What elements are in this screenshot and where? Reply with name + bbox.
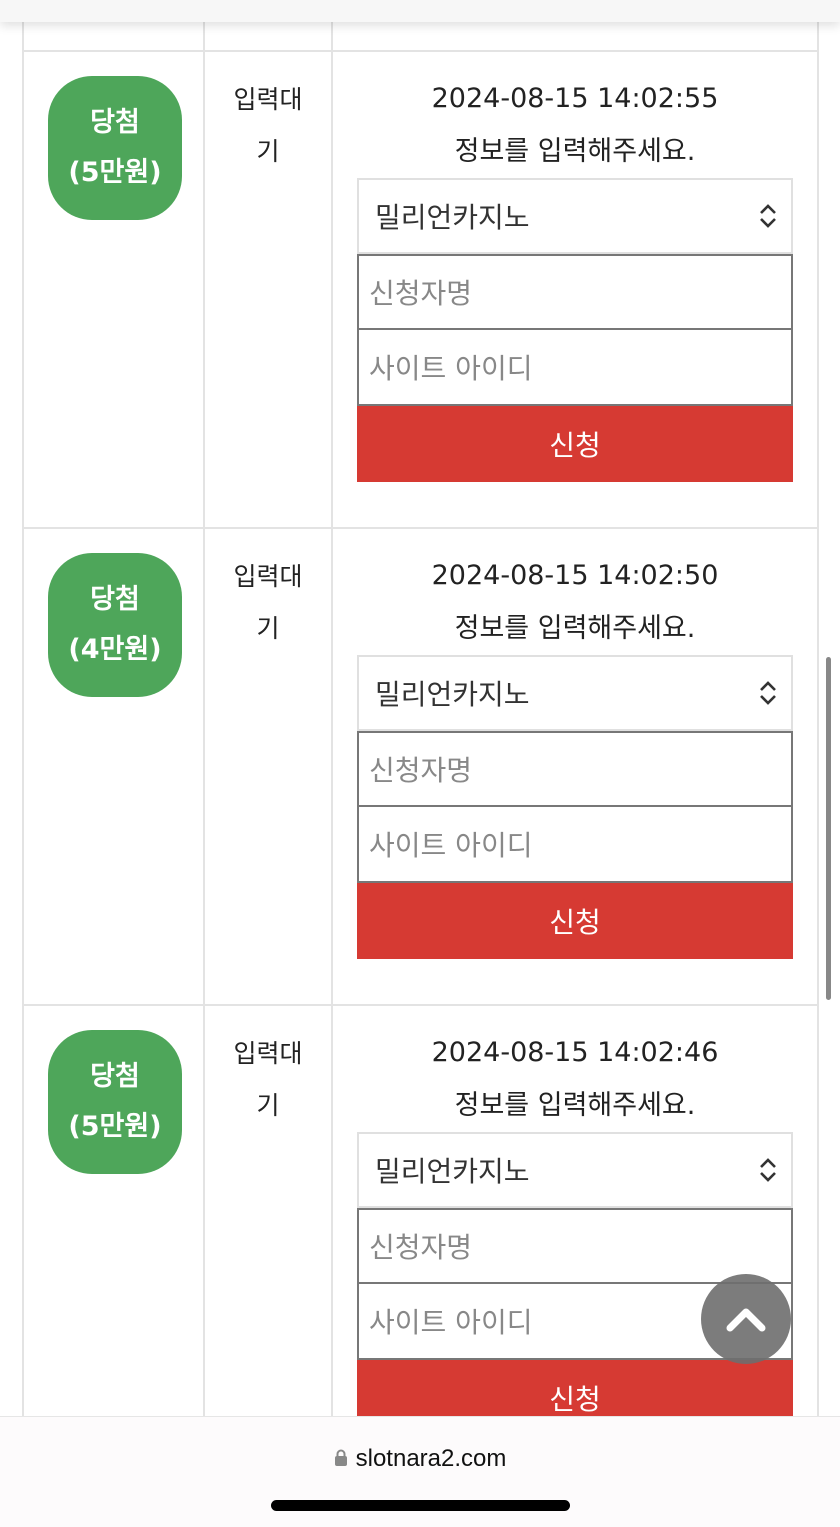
badge-title: 당첨	[90, 584, 140, 615]
scrollbar[interactable]	[826, 657, 831, 1000]
status-text: 입력대기	[233, 85, 303, 166]
site-id-placeholder: 사이트 아이디	[369, 1306, 533, 1339]
lock-icon	[334, 1449, 347, 1466]
site-id-input[interactable]: 사이트 아이디	[357, 330, 793, 406]
submit-button[interactable]: 신청	[357, 883, 793, 959]
applicant-name-placeholder: 신청자명	[369, 754, 473, 787]
date-text: 2024-08-15 14:02:46	[431, 1037, 719, 1068]
applicant-name-placeholder: 신청자명	[369, 277, 473, 310]
chevron-up-down-icon	[760, 1158, 776, 1182]
win-badge: 당첨 (5만원)	[48, 76, 182, 220]
form-cell	[333, 0, 819, 50]
result-cell: 당첨 (4만원)	[22, 529, 205, 1004]
chevron-up-icon	[726, 1308, 766, 1332]
site-select[interactable]: 밀리언카지노	[357, 178, 793, 254]
submit-button[interactable]: 신청	[357, 406, 793, 482]
site-select[interactable]: 밀리언카지노	[357, 1132, 793, 1208]
status-cell: 입력대기	[205, 52, 333, 527]
badge-amount: (5만원)	[68, 1111, 162, 1142]
chevron-up-down-icon	[760, 681, 776, 705]
url-text: slotnara2.com	[355, 1445, 507, 1472]
message-text: 정보를 입력해주세요.	[454, 136, 696, 167]
address-bar[interactable]: slotnara2.com	[0, 1445, 840, 1473]
table-row: 당첨 (4만원) 입력대기 2024-08-15 14:02:50 정보를 입력해…	[22, 529, 819, 1006]
site-id-input[interactable]: 사이트 아이디	[357, 1284, 793, 1360]
scroll-to-top-button[interactable]	[701, 1274, 791, 1364]
applicant-name-input[interactable]: 신청자명	[357, 731, 793, 807]
site-id-placeholder: 사이트 아이디	[369, 829, 533, 862]
site-id-placeholder: 사이트 아이디	[369, 352, 533, 385]
browser-top-bar	[0, 0, 840, 22]
result-cell: 당첨 (5만원)	[22, 52, 205, 527]
table-row	[22, 0, 819, 52]
form-cell: 2024-08-15 14:02:46 정보를 입력해주세요. 밀리언카지노 신…	[333, 1006, 819, 1481]
site-id-input[interactable]: 사이트 아이디	[357, 807, 793, 883]
chevron-up-down-icon	[760, 204, 776, 228]
status-cell	[205, 0, 333, 50]
date-text: 2024-08-15 14:02:55	[431, 83, 719, 114]
applicant-name-placeholder: 신청자명	[369, 1231, 473, 1264]
badge-amount: (5만원)	[68, 157, 162, 188]
home-indicator	[271, 1500, 570, 1511]
browser-bottom-bar: slotnara2.com	[0, 1416, 840, 1527]
message-text: 정보를 입력해주세요.	[454, 1090, 696, 1121]
applicant-name-input[interactable]: 신청자명	[357, 254, 793, 330]
date-text: 2024-08-15 14:02:50	[431, 560, 719, 591]
badge-title: 당첨	[90, 107, 140, 138]
badge-amount: (4만원)	[68, 634, 162, 665]
status-cell: 입력대기	[205, 1006, 333, 1481]
status-text: 입력대기	[233, 1039, 303, 1120]
result-cell: 당첨 (5만원)	[22, 1006, 205, 1481]
prize-table: 당첨 (5만원) 입력대기 2024-08-15 14:02:55 정보를 입력해…	[22, 0, 819, 1483]
status-cell: 입력대기	[205, 529, 333, 1004]
result-cell	[22, 0, 205, 50]
form-cell: 2024-08-15 14:02:50 정보를 입력해주세요. 밀리언카지노 신…	[333, 529, 819, 1004]
status-text: 입력대기	[233, 562, 303, 643]
site-select-value: 밀리언카지노	[375, 201, 530, 234]
message-text: 정보를 입력해주세요.	[454, 613, 696, 644]
badge-title: 당첨	[90, 1061, 140, 1092]
form-cell: 2024-08-15 14:02:55 정보를 입력해주세요. 밀리언카지노 신…	[333, 52, 819, 527]
applicant-name-input[interactable]: 신청자명	[357, 1208, 793, 1284]
site-select-value: 밀리언카지노	[375, 1155, 530, 1188]
win-badge: 당첨 (4만원)	[48, 553, 182, 697]
table-row: 당첨 (5만원) 입력대기 2024-08-15 14:02:46 정보를 입력해…	[22, 1006, 819, 1483]
site-select-value: 밀리언카지노	[375, 678, 530, 711]
win-badge: 당첨 (5만원)	[48, 1030, 182, 1174]
site-select[interactable]: 밀리언카지노	[357, 655, 793, 731]
table-row: 당첨 (5만원) 입력대기 2024-08-15 14:02:55 정보를 입력해…	[22, 52, 819, 529]
